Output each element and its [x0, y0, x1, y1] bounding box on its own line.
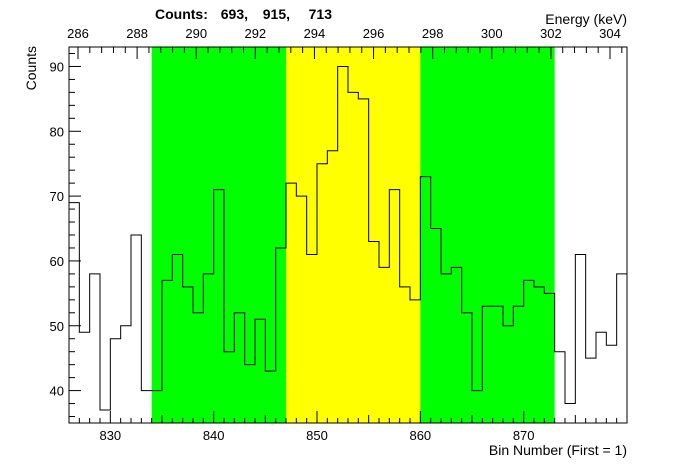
x2-tick-label: 290 — [185, 26, 207, 41]
axes-layer: 830 840 850 860 870 40 50 60 70 80 90 286 288 290 292 2… — [50, 26, 628, 443]
y-axis-label: Counts — [23, 46, 39, 90]
y-tick-label: 60 — [50, 254, 64, 269]
y-tick-label: 70 — [50, 189, 64, 204]
y-tick-label: 50 — [50, 319, 64, 334]
x2-tick-label: 294 — [304, 26, 326, 41]
x2-tick-label: 300 — [481, 26, 503, 41]
x2-tick-label: 296 — [363, 26, 385, 41]
x2-tick-label: 292 — [244, 26, 266, 41]
x-tick-label: 870 — [513, 428, 535, 443]
region-peak — [286, 47, 421, 423]
x-tick-label: 860 — [409, 428, 431, 443]
counts-value-right: 713 — [309, 6, 333, 22]
region-background-right — [420, 47, 555, 423]
x-axis-label: Bin Number (First = 1) — [489, 442, 627, 458]
region-background-left — [151, 47, 286, 423]
y-tick-label: 90 — [50, 59, 64, 74]
counts-value-left: 693, — [221, 6, 248, 22]
y-tick-label: 40 — [50, 384, 64, 399]
x2-tick-label: 304 — [599, 26, 621, 41]
x2-tick-label: 288 — [126, 26, 148, 41]
y-tick-label: 80 — [50, 124, 64, 139]
x2-tick-label: 302 — [540, 26, 562, 41]
x2-axis-label: Energy (keV) — [545, 11, 627, 27]
x2-tick-label: 286 — [67, 26, 89, 41]
region-layer — [151, 47, 555, 423]
counts-value-peak: 915, — [263, 6, 290, 22]
x-tick-label: 850 — [306, 428, 328, 443]
x-tick-label: 840 — [203, 428, 225, 443]
x2-tick-label: 298 — [422, 26, 444, 41]
counts-label: Counts: — [155, 6, 208, 22]
histogram-line — [69, 65, 627, 411]
x-tick-label: 830 — [99, 428, 121, 443]
